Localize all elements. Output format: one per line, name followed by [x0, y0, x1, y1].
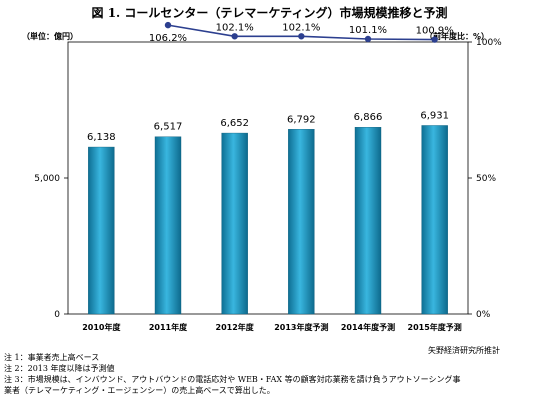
x-tick-label: 2013年度予測 [274, 322, 328, 332]
bar-value-label: 6,138 [87, 132, 116, 143]
bar [154, 136, 182, 315]
left-axis-tick-label: 5,000 [34, 174, 60, 184]
yoy-point [364, 35, 372, 43]
yoy-value-label: 101.1% [349, 25, 387, 36]
yoy-value-label: 100.9% [416, 26, 454, 37]
x-tick-label: 2014年度予測 [341, 322, 395, 332]
plot-area: 0 5,000 0% 50% 100% 6,138 2010年度 6,517 2011年度 6,6… [34, 21, 502, 332]
right-axis-unit: （前年度比：%） [425, 32, 490, 41]
bar [288, 129, 315, 315]
bar [421, 125, 448, 315]
left-axis-unit: （単位：億円） [22, 32, 78, 41]
right-axis-tick-label: 0% [476, 310, 491, 320]
bar-value-label: 6,931 [420, 110, 449, 121]
note-1: 注 1：事業者売上高ベース [4, 353, 100, 362]
x-tick-label: 2012年度 [216, 322, 255, 332]
chart-title: 図 1. コールセンター（テレマーケティング）市場規模推移と予測 [91, 6, 448, 20]
bar [221, 132, 248, 315]
right-axis-tick-label: 50% [476, 174, 496, 184]
bar [354, 127, 382, 315]
yoy-value-label: 106.2% [149, 33, 187, 44]
notes-block: 注 1：事業者売上高ベース 注 2：2013 年度以降は予測値 注 3：市場規模… [4, 352, 536, 396]
bar [88, 146, 115, 315]
yoy-value-label: 102.1% [282, 22, 320, 33]
note-2: 注 2：2013 年度以降は予測値 [4, 364, 115, 373]
x-tick-label: 2015年度予測 [408, 322, 462, 332]
bar-value-label: 6,792 [287, 114, 316, 125]
source-credit: 矢野経済研究所推計 [428, 346, 500, 355]
x-tick-label: 2011年度 [149, 322, 188, 332]
yoy-point [164, 21, 172, 29]
yoy-point [431, 36, 438, 43]
yoy-value-label: 102.1% [216, 22, 254, 33]
yoy-point [298, 33, 305, 40]
x-tick-label: 2010年度 [82, 322, 121, 332]
bar-value-label: 6,652 [220, 118, 249, 129]
note-3-continued: 業者（テレマーケティング・エージェンシー）の売上高ベースで算出した。 [4, 386, 275, 395]
note-3: 注 3：市場規模は、インバウンド、アウトバウンドの電話応対や WEB・FAX 等… [4, 375, 461, 384]
right-axis-tick-label: 100% [476, 38, 502, 48]
bar-value-label: 6,866 [354, 112, 383, 123]
bar-value-label: 6,517 [154, 122, 183, 133]
left-axis-tick-label: 0 [54, 310, 60, 320]
plot-frame [67, 41, 469, 315]
yoy-point [231, 33, 238, 40]
